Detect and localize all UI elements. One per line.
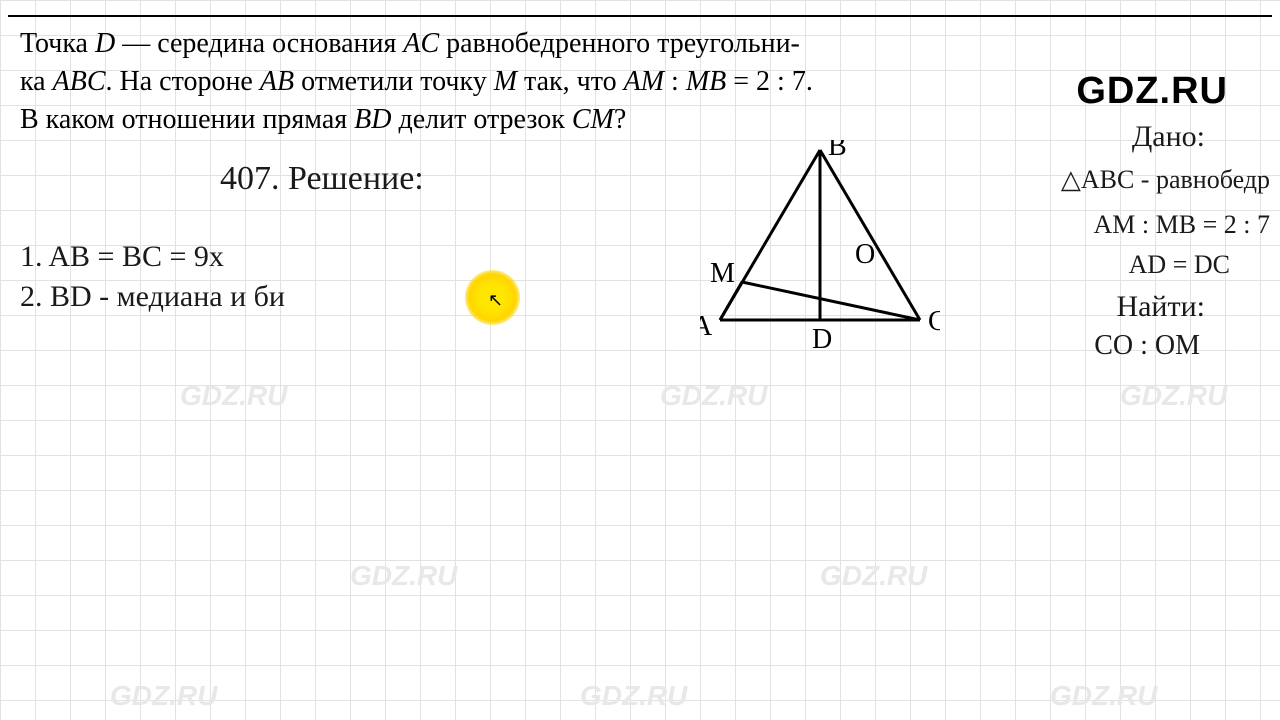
find-title: Найти:	[1116, 290, 1205, 324]
svg-text:M: M	[710, 258, 735, 289]
svg-text:D: D	[812, 324, 832, 355]
problem-statement: Точка D — середина основания AC равнобед…	[20, 25, 980, 138]
svg-text:C: C	[928, 306, 940, 337]
svg-text:B: B	[828, 140, 847, 162]
given-line-2: AM : MB = 2 : 7	[1094, 210, 1270, 240]
given-line-3: AD = DC	[1129, 250, 1230, 280]
cursor-icon: ↖	[488, 290, 503, 311]
solution-title: 407. Решение:	[220, 160, 424, 198]
svg-text:O: O	[855, 239, 875, 270]
solution-step-2: 2. BD - медиана и би	[20, 280, 285, 314]
given-line-1: △ABC - равнобедр	[1061, 165, 1270, 195]
site-logo: GDZ.RU	[1076, 70, 1228, 113]
svg-text:A: A	[700, 311, 713, 342]
find-line: CO : OM	[1094, 330, 1200, 362]
solution-step-1: 1. AB = BC = 9x	[20, 240, 224, 274]
given-title: Дано:	[1132, 120, 1205, 154]
top-border	[8, 15, 1272, 17]
triangle-diagram: ABCDMO	[700, 140, 930, 350]
